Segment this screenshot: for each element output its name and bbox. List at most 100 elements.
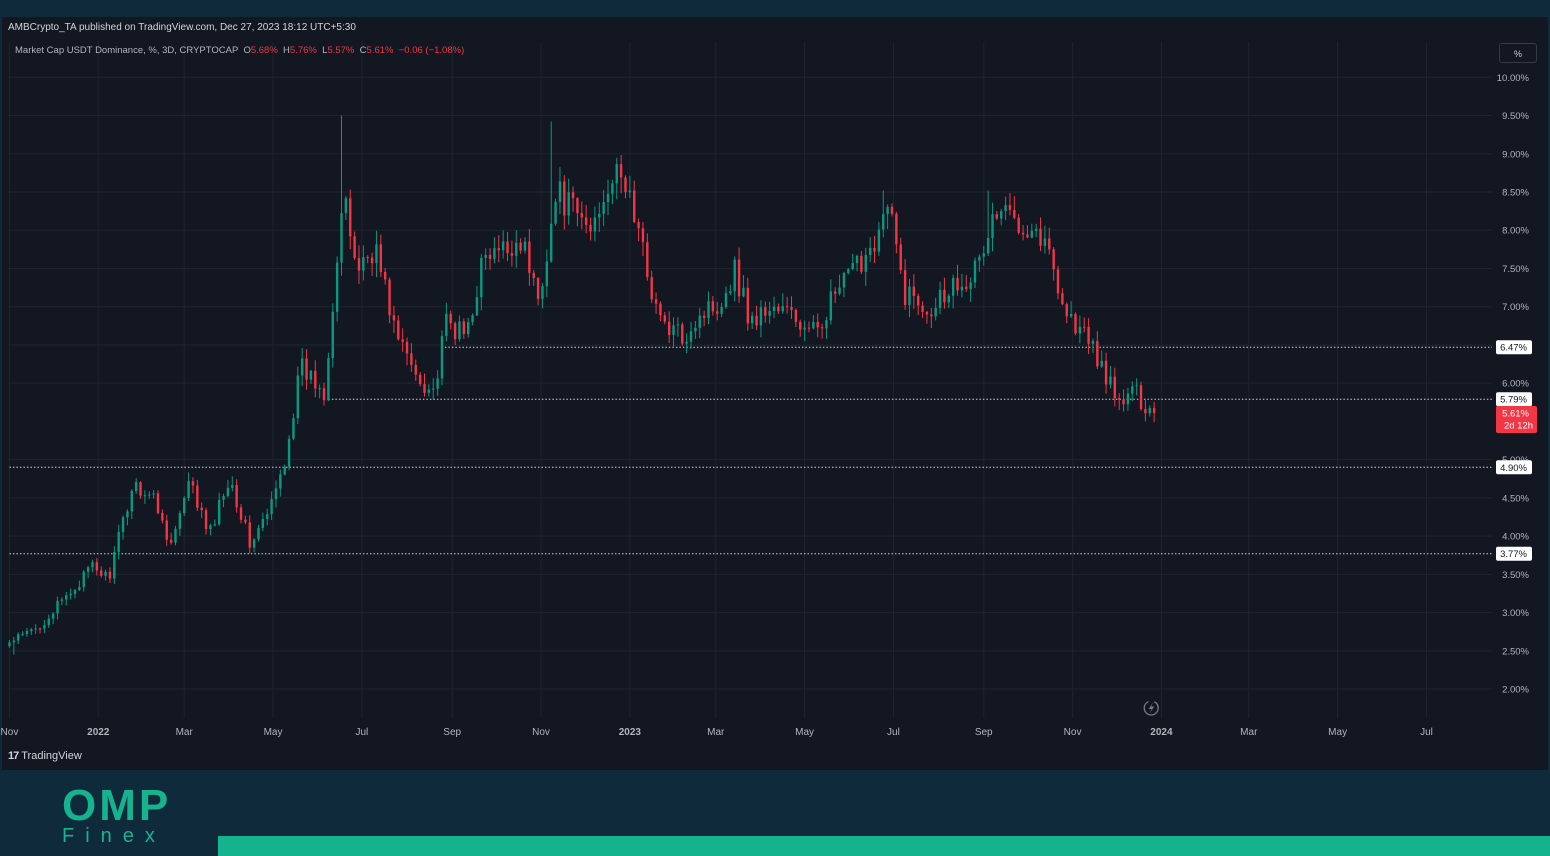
close-label: C [359, 45, 367, 56]
candle-body [646, 242, 649, 278]
candle-body [362, 257, 365, 271]
candle-body [1152, 407, 1156, 413]
candle-body [78, 586, 81, 591]
price-tick-label: 2.00% [1502, 685, 1529, 696]
candle-body [1091, 340, 1095, 344]
time-axis[interactable]: Nov 2022 Mar May Jul Sep Nov 2023 Mar May Jul Sep No… [1, 727, 1433, 738]
candle-body [598, 213, 601, 218]
level-badge-label: 4.90% [1500, 463, 1527, 474]
candle-body [279, 474, 282, 489]
candle-body [707, 301, 710, 318]
logo-finex: Finex [62, 825, 166, 847]
candle-body [95, 562, 99, 571]
price-tick-label: 2.50% [1502, 646, 1529, 657]
level-badge-label: 3.77% [1500, 549, 1527, 560]
candle-body [681, 324, 684, 344]
candle-body [781, 306, 784, 312]
candle-body [799, 321, 802, 330]
candle-body [764, 307, 767, 316]
candle-body [1078, 326, 1082, 334]
candle-body [969, 282, 972, 289]
candle-body [908, 286, 911, 306]
candle-body [117, 531, 120, 552]
candle-body [541, 286, 544, 299]
candle-body [113, 551, 116, 579]
candle-body [445, 313, 448, 337]
candle-body [56, 600, 59, 614]
candle-body [510, 253, 514, 256]
candle-body [100, 570, 103, 576]
candle-body [1052, 249, 1055, 270]
replay-icon[interactable] [1143, 700, 1159, 716]
candle-body [480, 257, 483, 298]
price-tick-label: 4.00% [1502, 532, 1529, 543]
candle-body [252, 539, 256, 548]
candle-body [689, 331, 693, 342]
candle-body [807, 327, 811, 329]
tradingview-footer[interactable]: 17 TradingView [8, 750, 82, 762]
candle-body [121, 517, 125, 532]
candle-body [82, 571, 85, 587]
candle-body [1065, 304, 1068, 317]
candle-body [397, 320, 400, 340]
candle-body [21, 633, 24, 635]
candle-body [266, 514, 269, 519]
time-tick-label: 2022 [87, 727, 110, 738]
candle-body [606, 193, 610, 203]
candle-body [589, 224, 592, 232]
candle-body [545, 261, 549, 287]
candle-body [882, 214, 885, 230]
omp-finex-logo: OMP Finex [62, 784, 171, 847]
candle-body [633, 190, 636, 223]
candle-body [602, 202, 605, 214]
candle-body [388, 279, 391, 316]
candle-body [930, 314, 933, 317]
candle-body [191, 481, 195, 486]
candle-body [978, 256, 981, 261]
candle-body [772, 306, 776, 311]
candle-body [484, 254, 487, 258]
price-tick-label: 4.50% [1502, 493, 1529, 504]
candle-body [816, 321, 819, 328]
price-axis[interactable]: 2.00%2.50%3.00%3.50%4.00%4.50%5.00%6.00%… [1497, 73, 1530, 696]
candle-body [742, 287, 745, 297]
candle-body [357, 258, 361, 271]
level-badge [1496, 340, 1532, 355]
candle-body [1131, 386, 1134, 394]
candle-body [104, 571, 107, 576]
candle-body [571, 192, 575, 199]
candle-body [650, 277, 653, 300]
publish-info: AMBCrypto_TA published on TradingView.co… [8, 22, 356, 33]
candle-body [392, 315, 396, 321]
time-tick-label: Nov [1, 727, 19, 738]
candle-body [943, 289, 946, 303]
candle-body [1000, 211, 1003, 219]
price-tick-label: 7.50% [1502, 264, 1529, 275]
candle-body [1104, 360, 1108, 385]
candle-body [462, 321, 466, 335]
candle-body [768, 310, 771, 316]
candle-body [187, 481, 190, 499]
candle-body [130, 491, 133, 512]
candle-body [724, 293, 728, 307]
candle-body [1126, 393, 1130, 405]
percent-scale-button[interactable]: % [1499, 43, 1537, 63]
candle-body [1113, 376, 1117, 398]
candle-body [134, 482, 138, 492]
level-badge-label: 5.79% [1500, 395, 1527, 406]
time-tick-label: Nov [532, 727, 550, 738]
candle-body [1148, 407, 1151, 414]
price-tick-label: 3.50% [1502, 570, 1529, 581]
candle-body [523, 241, 527, 251]
candle-body [283, 466, 286, 475]
top-bar [0, 0, 1550, 17]
candles [8, 115, 1156, 655]
low-value: 5.57% [327, 45, 355, 56]
candle-body [261, 518, 265, 528]
candle-body [139, 482, 142, 496]
candle-body [1074, 314, 1077, 334]
candle-body [314, 370, 317, 389]
candle-body [73, 590, 77, 594]
candle-body [318, 388, 321, 390]
